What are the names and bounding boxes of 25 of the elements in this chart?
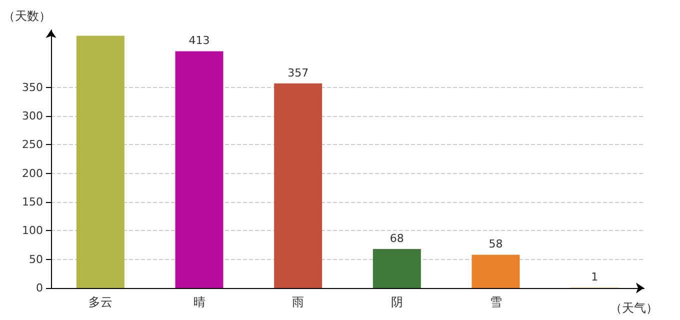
x-tick-label: 雪 (490, 295, 502, 309)
y-tick-label: 200 (22, 166, 43, 180)
x-axis-title: （天气） (610, 301, 658, 315)
bar (372, 249, 421, 288)
x-tick-label: 阴 (390, 295, 403, 309)
y-tick-label: 250 (22, 138, 43, 152)
data-label: 413 (188, 34, 210, 48)
data-label: 357 (288, 66, 309, 80)
data-label: 1 (591, 270, 598, 284)
x-tick-label: 多云 (88, 295, 112, 309)
bar (76, 36, 124, 288)
y-tick-label: 350 (22, 80, 43, 94)
y-tick-label: 150 (22, 196, 43, 208)
data-label: 68 (390, 232, 404, 246)
x-tick-label: 雨 (292, 295, 304, 309)
y-tick-label: 0 (36, 282, 43, 294)
data-label: 58 (488, 238, 503, 251)
bar (274, 83, 322, 288)
y-tick-label: 300 (22, 110, 43, 122)
y-axis-title: （天数） (3, 9, 51, 23)
bar (472, 254, 520, 288)
x-tick-label: 晴 (193, 295, 206, 309)
y-tick-label: 50 (29, 252, 43, 266)
y-tick-label: 100 (22, 224, 43, 238)
bar (175, 51, 224, 288)
